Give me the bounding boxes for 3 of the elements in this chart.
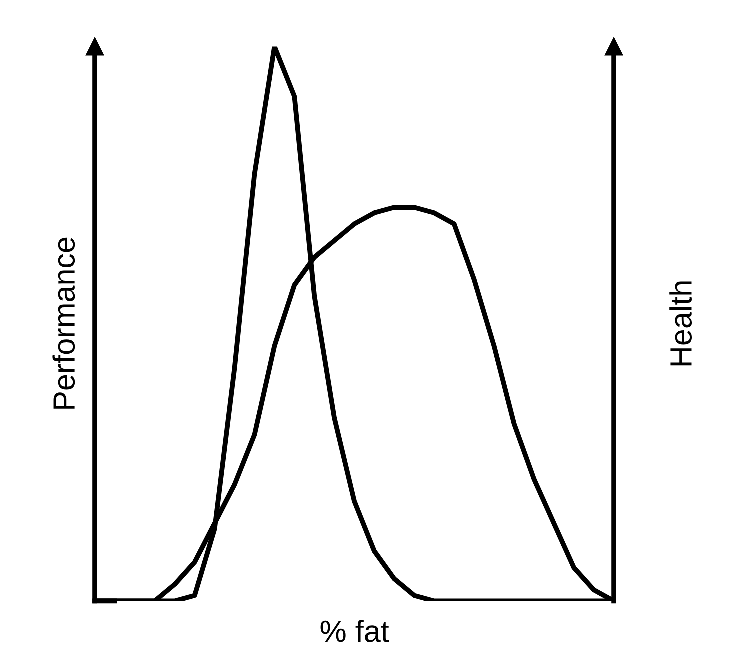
x-axis-title: % fat <box>320 620 390 642</box>
y-axis-title: Performance <box>52 238 76 409</box>
y2-axis-title: Health <box>670 282 692 366</box>
